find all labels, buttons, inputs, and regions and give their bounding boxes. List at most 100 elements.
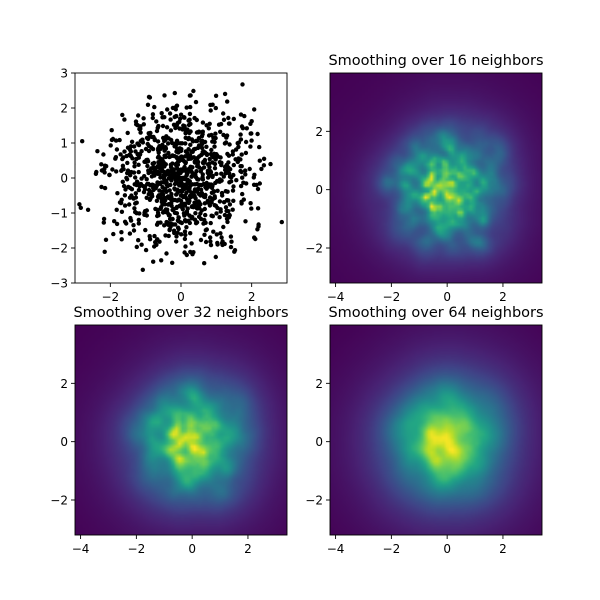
- scatter-point: [202, 157, 208, 163]
- scatter-point: [222, 141, 228, 146]
- scatter-point: [63, 193, 67, 197]
- scatter-point: [239, 124, 245, 129]
- scatter-point: [183, 232, 188, 238]
- scatter-point: [183, 154, 188, 159]
- scatter-point: [119, 168, 124, 173]
- scatter-point: [169, 167, 175, 173]
- scatter-point: [244, 181, 249, 186]
- scatter-point: [218, 209, 223, 214]
- scatter-point: [183, 244, 188, 249]
- scatter-point: [180, 126, 185, 132]
- scatter-point: [186, 118, 191, 123]
- scatter-point: [183, 141, 188, 146]
- scatter-point: [219, 160, 224, 165]
- scatter-point: [78, 205, 84, 210]
- scatter-point: [238, 112, 244, 117]
- scatter-point: [138, 130, 143, 135]
- scatter-point: [214, 171, 219, 177]
- scatter-point: [120, 163, 126, 168]
- scatter-point: [213, 131, 218, 136]
- x-tick-label: 0: [177, 290, 185, 304]
- scatter-point: [146, 170, 151, 176]
- scatter-point: [167, 227, 172, 233]
- scatter-point: [247, 166, 252, 172]
- scatter-point: [211, 151, 217, 156]
- scatter-point: [174, 192, 179, 197]
- scatter-point: [187, 198, 192, 204]
- scatter-point: [182, 236, 188, 242]
- x-tick-label: −2: [383, 290, 401, 304]
- scatter-point: [227, 171, 232, 176]
- scatter-point: [236, 144, 241, 150]
- scatter-point: [268, 161, 273, 167]
- scatter-point: [203, 228, 208, 233]
- scatter-point: [188, 129, 193, 134]
- scatter-point: [123, 187, 128, 192]
- scatter-point: [124, 175, 129, 181]
- scatter-point: [107, 172, 112, 178]
- scatter-point: [144, 195, 149, 200]
- scatter-point: [191, 88, 196, 94]
- scatter-point: [198, 169, 203, 174]
- scatter-point: [203, 212, 208, 218]
- scatter-point: [193, 99, 199, 105]
- scatter-point: [138, 126, 143, 131]
- scatter-point: [133, 191, 138, 196]
- scatter-point: [131, 228, 137, 233]
- scatter-point: [211, 229, 216, 234]
- scatter-point: [196, 191, 202, 197]
- scatter-point: [231, 172, 236, 178]
- scatter-point: [189, 155, 194, 161]
- scatter-point: [201, 165, 207, 170]
- scatter-point: [149, 44, 153, 48]
- scatter-points: [63, 44, 284, 272]
- scatter-point: [193, 146, 198, 152]
- scatter-point: [178, 116, 183, 121]
- scatter-point: [134, 200, 139, 205]
- scatter-point: [151, 160, 157, 166]
- scatter-point: [255, 131, 260, 137]
- scatter-point: [136, 162, 141, 167]
- scatter-point: [185, 179, 190, 184]
- panel-title: Smoothing over 64 neighbors: [328, 305, 543, 321]
- scatter-point: [223, 189, 228, 194]
- scatter-point: [183, 129, 189, 134]
- scatter-point: [114, 207, 119, 212]
- scatter-point: [218, 231, 223, 236]
- scatter-point: [153, 184, 159, 190]
- scatter-point: [248, 144, 253, 149]
- scatter-point: [136, 142, 142, 148]
- scatter-point: [172, 141, 177, 146]
- scatter-point: [155, 139, 161, 144]
- scatter-point: [222, 241, 227, 247]
- scatter-point: [151, 164, 156, 170]
- scatter-point: [217, 199, 223, 204]
- scatter-point: [226, 115, 231, 121]
- scatter-point: [231, 116, 236, 122]
- scatter-point: [203, 239, 209, 245]
- y-tick-label: −2: [50, 242, 68, 256]
- scatter-point: [99, 184, 104, 190]
- scatter-point: [235, 159, 240, 165]
- scatter-point: [248, 201, 253, 206]
- scatter-point: [227, 202, 233, 207]
- scatter-point: [159, 258, 164, 263]
- scatter-point: [162, 93, 167, 98]
- scatter-point: [257, 158, 262, 163]
- scatter-point: [141, 122, 146, 127]
- scatter-point: [238, 168, 243, 174]
- scatter-point: [192, 200, 197, 205]
- scatter-point: [186, 136, 191, 142]
- y-tick-label: 0: [315, 435, 323, 449]
- scatter-point: [129, 193, 134, 198]
- scatter-point: [256, 224, 261, 229]
- scatter-point: [142, 212, 147, 217]
- scatter-point: [229, 239, 234, 244]
- scatter-point: [121, 183, 127, 189]
- scatter-point: [176, 197, 182, 202]
- scatter-point: [134, 122, 139, 127]
- scatter-point: [210, 102, 215, 107]
- scatter-point: [213, 93, 219, 99]
- scatter-point: [199, 139, 204, 144]
- scatter-point: [175, 230, 180, 235]
